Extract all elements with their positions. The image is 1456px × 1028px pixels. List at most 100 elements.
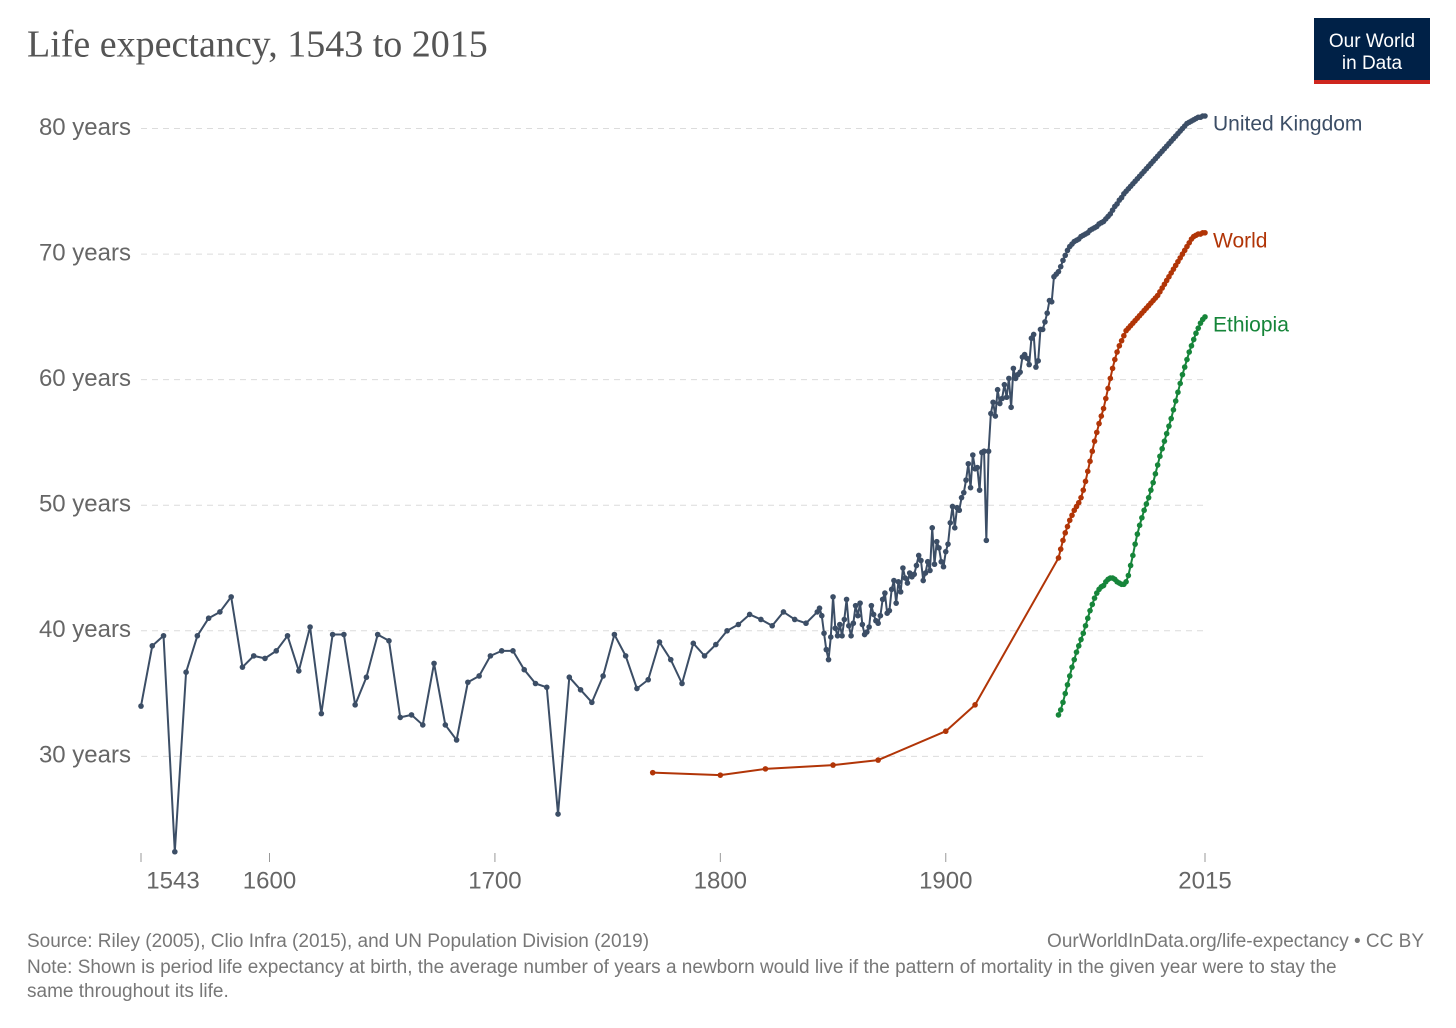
data-point [1168,415,1174,422]
data-point [951,525,958,531]
x-tick-label: 1700 [468,867,521,894]
data-point [839,632,845,639]
data-point [985,448,992,455]
data-point [1001,381,1008,388]
data-point [1082,478,1089,485]
data-point [870,611,877,618]
data-point [679,680,685,687]
x-tick-label: 1900 [919,867,972,894]
data-point [893,600,899,606]
data-point [397,714,404,721]
series-label: Ethiopia [1213,313,1289,336]
logo-box [1314,18,1430,84]
data-point [895,579,902,585]
data-point [1161,438,1168,444]
data-point [857,600,863,606]
data-point [1030,331,1037,338]
data-point [1132,541,1138,547]
y-tick-label: 30 years [39,742,131,769]
data-point [947,519,954,526]
data-point [900,565,906,571]
data-point [1057,263,1064,270]
data-point [931,561,938,568]
data-point [1166,423,1172,429]
data-point [830,594,836,600]
data-point [1075,499,1082,506]
data-point [965,460,972,467]
data-point [1100,405,1107,412]
data-point [981,448,987,455]
data-point [882,590,888,596]
data-point [1055,712,1062,718]
data-point [911,571,918,578]
data-point [1136,522,1143,529]
data-point [600,673,606,679]
data-point [363,674,370,681]
data-point [902,575,908,581]
series-label: World [1213,229,1267,252]
x-tick-label: 2015 [1178,867,1231,894]
data-point [843,596,850,603]
data-point [1089,448,1096,455]
data-point [183,669,189,676]
data-point [160,632,167,639]
data-point [1008,404,1014,411]
data-point [1062,252,1069,259]
data-point [262,655,268,662]
data-point [832,625,839,632]
data-point [1103,395,1109,402]
data-point [1148,487,1154,493]
data-point [960,489,967,496]
data-point [746,611,753,618]
data-point [577,686,584,693]
data-point [307,624,313,630]
data-point [999,395,1005,402]
data-point [846,622,852,629]
data-point [701,653,708,659]
data-point [927,567,933,574]
data-point [974,464,981,471]
data-point [1141,507,1147,514]
data-point [634,685,640,692]
data-point [1060,699,1066,706]
data-point [1202,314,1208,320]
data-point [194,632,201,639]
data-point [1112,356,1118,363]
data-point [1089,601,1096,608]
data-point [1152,471,1159,477]
data-point [1084,615,1091,622]
data-point [476,673,482,679]
data-point [834,632,841,639]
data-point [1073,649,1080,655]
data-point [983,537,990,544]
data-point [1082,622,1089,629]
data-point [913,562,920,569]
data-point [1064,681,1071,688]
data-point [442,722,449,728]
series: Ethiopia [1055,313,1289,718]
data-point [1087,607,1093,614]
x-tick-label: 1600 [243,867,296,894]
y-tick-label: 60 years [39,365,131,392]
data-point [1202,113,1208,119]
data-point [933,538,940,545]
data-point [1069,664,1075,670]
series: United Kingdom [138,113,1362,855]
data-point [1062,690,1069,697]
data-point [949,503,956,510]
data-point [963,477,969,483]
data-point [318,710,325,717]
data-point [656,639,663,645]
data-point [1121,332,1127,339]
data-point [877,612,884,619]
data-point [823,646,830,653]
data-point [988,410,994,417]
data-point [1172,398,1179,404]
data-point [1078,636,1084,643]
data-point [958,494,965,501]
data-point [990,399,996,406]
data-point [1060,537,1066,544]
x-tick-label: 1543 [146,867,199,894]
data-point [897,589,904,595]
data-point [924,558,931,565]
